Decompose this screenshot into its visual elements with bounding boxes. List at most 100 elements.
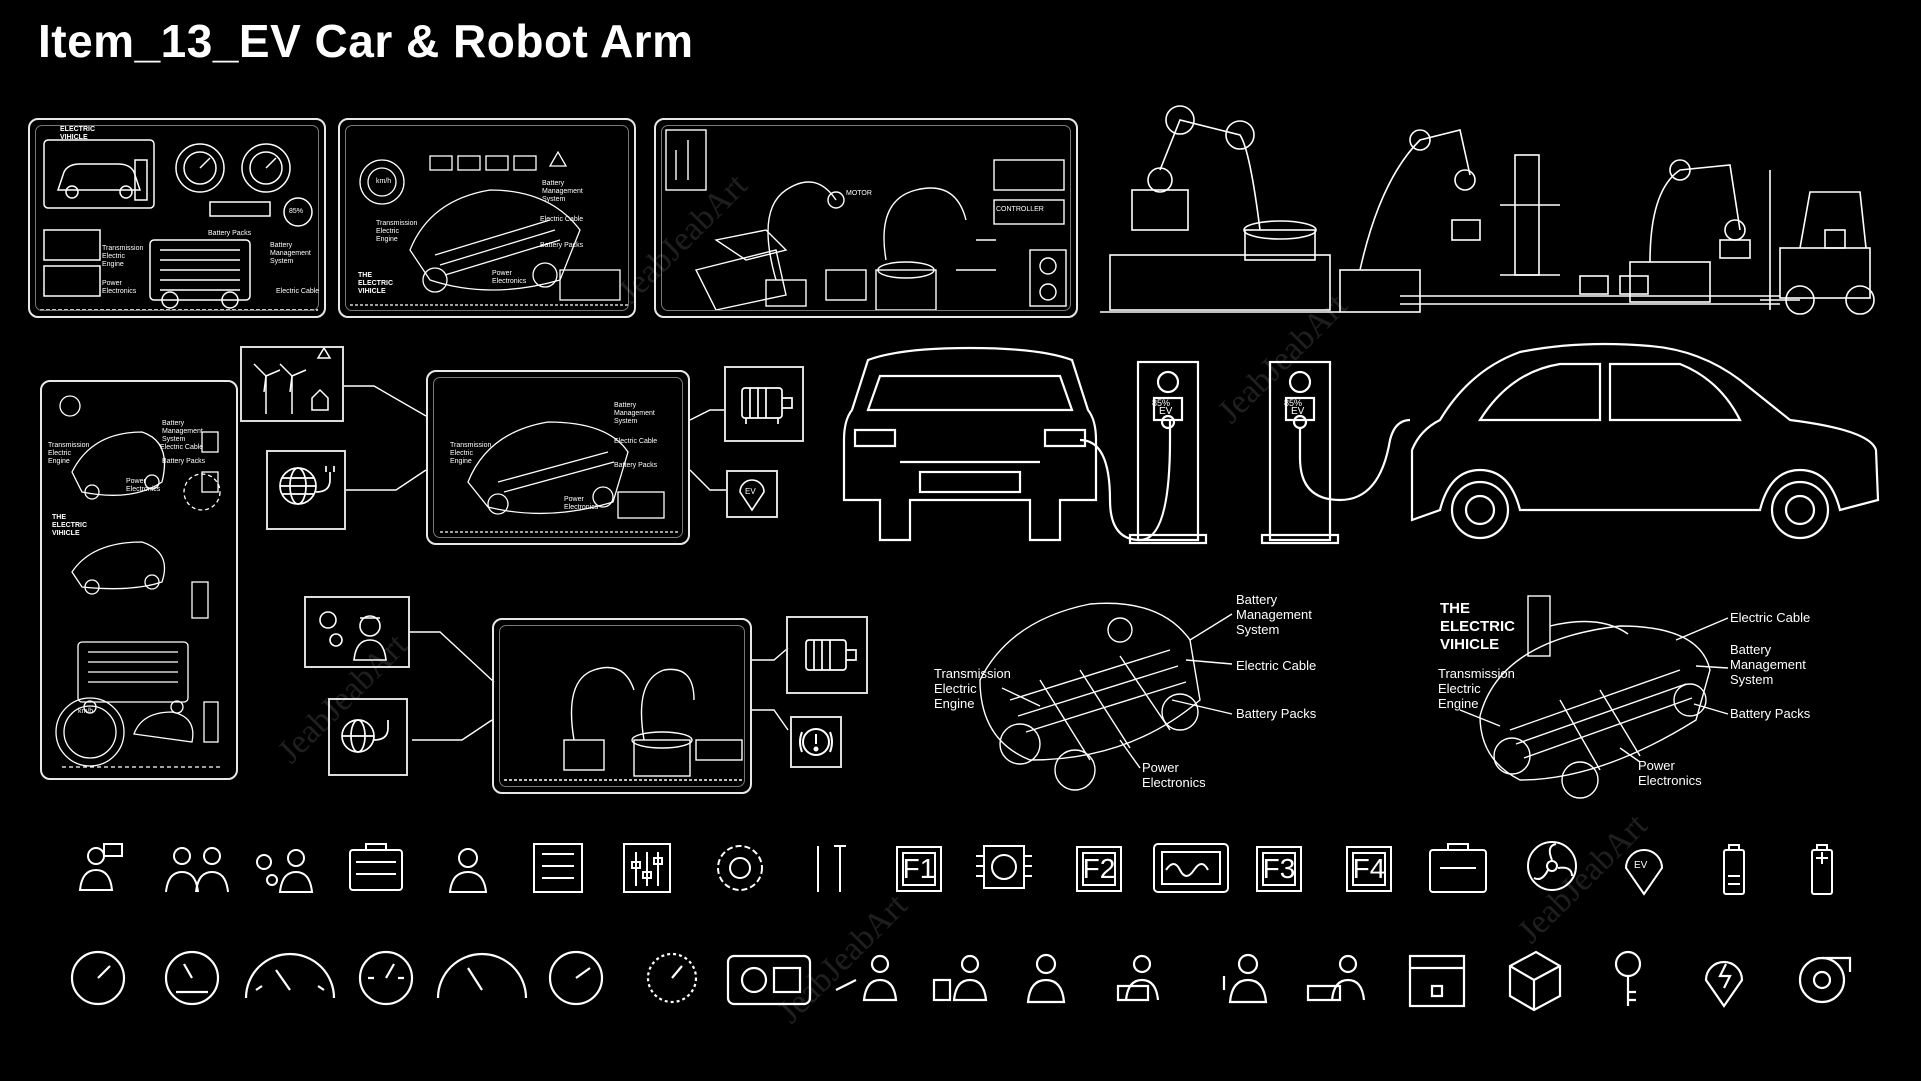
- toolbox-icon: [349, 843, 403, 891]
- panel1-bms: Battery Management System: [270, 242, 311, 265]
- worker-icon: [448, 848, 488, 893]
- svg-text:85%: 85%: [1152, 398, 1170, 408]
- f3-key: F3: [1256, 846, 1302, 892]
- package-icon: [1508, 950, 1562, 1012]
- electric-motor-2-icon: [805, 639, 857, 671]
- panel1-percent: 85%: [289, 208, 304, 215]
- chassis1-bms: Battery Management System: [1236, 592, 1312, 637]
- oscilloscope-icon: [1153, 843, 1229, 893]
- watermark: JeabJeabArt: [1510, 806, 1655, 951]
- worker-2-icon: [1026, 953, 1066, 1004]
- panel1-power: Power Electronics: [102, 280, 137, 295]
- center-power: Power Electronics: [564, 496, 599, 511]
- ev-pin-small-icon: EV: [739, 479, 765, 512]
- center-packs: Battery Packs: [614, 462, 658, 469]
- gauge-5-icon: [646, 952, 698, 1004]
- hud-panel-ev-dashboard: ELECTRIC VIHICLE Battery Packs Battery M…: [28, 118, 326, 318]
- page-title: Item_13_EV Car & Robot Arm: [38, 15, 694, 67]
- gauge-4-icon: [548, 950, 604, 1006]
- robot-assembly-line: [1100, 105, 1875, 315]
- panel2-bms: Battery Management System: [542, 180, 583, 203]
- tall-transmission: Transmission Electric Engine: [48, 442, 90, 465]
- robot-center-graphic: [504, 666, 744, 781]
- svg-text:85%: 85%: [1284, 398, 1302, 408]
- box-icon: [1408, 954, 1466, 1008]
- panel2-kmh: km/h: [376, 178, 392, 185]
- panel1-battery-packs: Battery Packs: [208, 230, 252, 237]
- equalizer-icon: [623, 843, 671, 893]
- battery-2-icon: [1811, 844, 1833, 895]
- charging-pin-icon: [1704, 960, 1744, 1008]
- chassis1-cable: Electric Cable: [1236, 658, 1317, 673]
- center-cable: Electric Cable: [614, 438, 658, 445]
- motor-box-2: [786, 616, 868, 694]
- engineer-box: [304, 596, 410, 668]
- engineer-gears-icon: [256, 849, 314, 893]
- center-bms: Battery Management System: [614, 402, 655, 425]
- chassis1-transmission: Transmission Electric Engine: [934, 666, 1011, 711]
- speedometer-2-icon: [436, 952, 528, 999]
- f4-key: F4: [1346, 846, 1392, 892]
- key-icon: [1614, 950, 1642, 1006]
- cpu-fan-icon: [976, 845, 1032, 889]
- globe-plug-box-2: [328, 698, 408, 776]
- gauge-2-icon: [164, 950, 220, 1006]
- f2-key: F2: [1076, 846, 1122, 892]
- worker-clipboard-icon: [932, 954, 988, 1002]
- svg-text:EV: EV: [1291, 406, 1305, 417]
- chassis1-packs: Battery Packs: [1236, 706, 1317, 721]
- panel1-heading: ELECTRIC VIHICLE: [60, 126, 95, 141]
- chassis2-power: Power Electronics: [1638, 758, 1702, 788]
- chassis2-bms: Battery Management System: [1730, 642, 1806, 687]
- tall-bms: Battery Management System: [162, 420, 203, 443]
- svg-text:EV: EV: [745, 487, 756, 496]
- chassis2-transmission: Transmission Electric Engine: [1438, 666, 1515, 711]
- worker-3-icon: [1222, 953, 1268, 1004]
- turbo-icon: [1798, 956, 1852, 1004]
- globe-plug-icon: [279, 466, 335, 505]
- panel2-transmission: Transmission Electric Engine: [376, 220, 418, 243]
- brake-warning-icon: [799, 728, 833, 756]
- tall-kmh: km/h: [78, 708, 94, 715]
- worker-laptop-icon: [1116, 954, 1160, 1002]
- panel2-cable: Electric Cable: [540, 216, 584, 223]
- chassis2-heading: THE ELECTRIC VIHICLE: [1440, 600, 1515, 653]
- chassis2-cable: Electric Cable: [1730, 610, 1811, 625]
- gear-icon: [717, 845, 763, 891]
- worker-laptop-2-icon: [1306, 954, 1366, 1002]
- ev-pin-box: EV: [726, 470, 778, 518]
- panel3-motor: MOTOR: [846, 190, 872, 197]
- f1-key: F1: [896, 846, 942, 892]
- panel1-transmission: Transmission Electric Engine: [102, 245, 144, 268]
- wind-turbine-icon: [253, 346, 332, 414]
- tall-packs: Battery Packs: [162, 458, 206, 465]
- settings-list-icon: [533, 843, 583, 893]
- electric-motor-icon: [741, 387, 793, 424]
- tall-power: Power Electronics: [126, 478, 161, 493]
- warning-box: [790, 716, 842, 768]
- gauge-3-icon: [358, 950, 414, 1006]
- svg-text:EV: EV: [1634, 860, 1648, 871]
- watermark: JeabJeabArt: [770, 886, 915, 1031]
- panel2-power: Power Electronics: [492, 270, 527, 285]
- tall-ev-infographic: THE ELECTRIC VIHICLE Transmission Electr…: [40, 380, 238, 780]
- motor-box: [724, 366, 804, 442]
- tall-cable: Electric Cable: [160, 444, 204, 451]
- hud-panel-robot-arm: CONTROLLER MOTOR: [654, 118, 1078, 318]
- hud-panel-robot-center: [492, 618, 752, 794]
- gauge-icon: [70, 950, 126, 1006]
- wind-turbine-box: [240, 346, 344, 422]
- globe-plug-2-icon: [341, 719, 389, 753]
- panel2-packs: Battery Packs: [540, 242, 584, 249]
- team-workers-icon: [165, 847, 229, 893]
- battery-icon: [1723, 844, 1745, 895]
- panel3-controller: CONTROLLER: [996, 206, 1044, 213]
- engineer-gears-icon: [319, 611, 387, 661]
- speedometer-icon: [244, 952, 336, 999]
- panel2-heading: THE ELECTRIC VIHICLE: [358, 272, 393, 295]
- globe-plug-box: [266, 450, 346, 530]
- tools-icon: [817, 845, 846, 892]
- tall-heading: THE ELECTRIC VIHICLE: [52, 514, 87, 537]
- chassis2-packs: Battery Packs: [1730, 706, 1811, 721]
- tall-ev-infographic-graphic: [55, 395, 222, 768]
